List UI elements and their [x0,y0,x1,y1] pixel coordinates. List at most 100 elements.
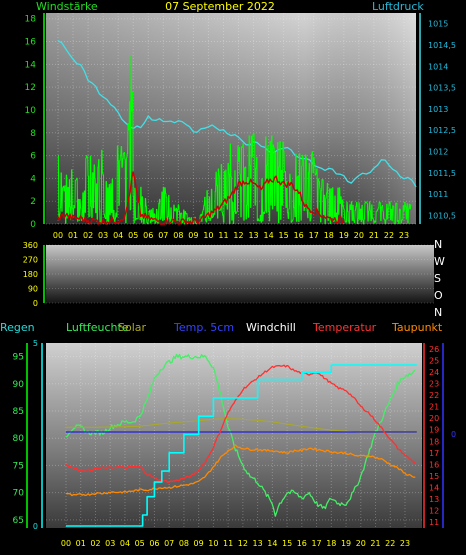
hour-axis-top: 00 01 02 03 04 05 06 07 08 09 10 11 12 13 14 15 16 17 18 19… [53,231,409,240]
temperature-tick-label: 18 [429,437,439,446]
x-tick-label: 19 [341,539,351,548]
hour-axis-bottom: 00 01 02 03 04 05 06 07 08 09 10 11 12 13 14 15 16 17 18 19… [61,539,410,548]
humidity-temperature-plot-area [46,343,422,528]
x-tick-label: 13 [248,231,258,240]
wind-axis-title: Windstärke [36,0,98,13]
pressure-tick-label: 1014,5 [428,41,456,50]
x-tick-label: 02 [90,539,100,548]
x-tick-label: 15 [279,231,289,240]
humidity-tick-label: 70 [13,489,25,499]
wind-tick-label: 16 [25,38,37,48]
x-tick-label: 21 [369,231,379,240]
wind-tick-label: 6 [30,152,36,162]
x-tick-label: 06 [143,231,153,240]
wind-pressure-grid [46,13,416,225]
x-tick-label: 22 [384,231,394,240]
wind-speed-axis: 0 2 4 6 8 10 12 14 16 18 [25,13,45,230]
rain-axis: 05 [33,339,43,531]
pressure-tick-label: 1010,5 [428,211,456,220]
humidity-tick-label: 85 [13,407,24,417]
x-tick-label: 06 [149,539,159,548]
wind-tick-label: 14 [25,60,37,70]
direction-tick-label: 0 [33,299,38,308]
humidity-axis: 65 70 75 80 85 90 95 [13,343,28,528]
x-tick-label: 21 [370,539,380,548]
pressure-tick-label: 1013 [428,105,448,114]
pressure-tick-label: 1013,5 [428,84,456,93]
temperature-tick-label: 23 [429,379,439,388]
x-tick-label: 03 [98,231,108,240]
humidity-temperature-grid [46,343,422,528]
wind-tick-label: 2 [30,197,36,207]
x-tick-label: 22 [385,539,395,548]
pressure-line [57,40,417,188]
x-tick-label: 03 [105,539,115,548]
x-tick-label: 23 [399,231,409,240]
wind-direction-plot-area [46,245,434,303]
pressure-axis: 1010,5 1011 1011,5 1012 1012,5 1013 1013,5 1014… [419,13,456,224]
rain-tick-label: 0 [33,522,38,531]
legend-taupunkt: Taupunkt [391,321,443,334]
humidity-tick-label: 90 [13,380,25,390]
x-tick-label: 10 [203,231,213,240]
solar-line [66,418,417,434]
x-tick-label: 12 [238,539,248,548]
x-tick-label: 17 [311,539,321,548]
x-tick-label: 18 [324,231,334,240]
x-tick-label: 02 [83,231,93,240]
x-tick-label: 16 [294,231,304,240]
wind-tick-label: 0 [30,220,36,230]
direction-tick-label: 90 [28,285,38,294]
x-tick-label: 18 [326,539,336,548]
x-tick-label: 20 [356,539,366,548]
pressure-tick-label: 1012 [428,148,448,157]
x-tick-label: 01 [68,231,78,240]
temperature-tick-label: 13 [429,495,439,504]
wind-average-line [57,171,345,225]
compass-label: S [434,272,441,285]
pressure-tick-label: 1014 [428,62,448,71]
temperature-tick-label: 11 [429,518,439,527]
temperature-tick-label: 25 [429,356,439,365]
x-tick-label: 11 [218,231,228,240]
temperature-tick-label: 12 [429,507,439,516]
x-tick-label: 11 [223,539,233,548]
rain-scale-axis: 0 [442,343,456,528]
temperature-tick-label: 14 [429,484,439,493]
temperature-tick-label: 24 [429,368,439,377]
temperature-tick-label: 17 [429,449,439,458]
x-tick-label: 10 [208,539,218,548]
humidity-tick-label: 80 [13,434,25,444]
x-tick-label: 04 [113,231,123,240]
x-tick-label: 17 [309,231,319,240]
x-tick-label: 05 [135,539,145,548]
x-tick-label: 12 [233,231,243,240]
humidity-temperature-series [65,353,417,527]
temperature-tick-label: 20 [429,414,439,423]
x-tick-label: 05 [128,231,138,240]
x-tick-label: 14 [267,539,277,548]
temperature-tick-label: 21 [429,403,439,412]
x-tick-label: 15 [282,539,292,548]
temperature-tick-label: 26 [429,345,439,354]
pressure-axis-title: Luftdruck [372,0,424,13]
compass-label: W [434,255,445,268]
x-tick-label: 20 [354,231,364,240]
bottom-legend: Regen Luftfeuchte Solar Temp. 5cm Windch… [0,321,443,334]
x-tick-label: 09 [188,231,198,240]
x-tick-label: 08 [173,231,183,240]
pressure-tick-label: 1011,5 [428,169,456,178]
compass-axis: N W S O N [434,238,445,319]
humidity-tick-label: 95 [13,353,24,363]
legend-solar: Solar [118,321,147,334]
legend-luftfeuchte: Luftfeuchte [66,321,129,334]
x-tick-label: 09 [194,539,204,548]
legend-temp5cm: Temp. 5cm [173,321,234,334]
x-tick-label: 01 [76,539,86,548]
legend-temperatur: Temperatur [312,321,377,334]
wind-direction-axis: 0 90 180 270 360 [23,241,45,308]
legend-regen: Regen [0,321,35,334]
wind-tick-label: 10 [25,106,37,116]
temperature-axis: 11 12 13 14 15 16 17 18 19 20 21 22 23 24 25 26 [423,343,439,528]
